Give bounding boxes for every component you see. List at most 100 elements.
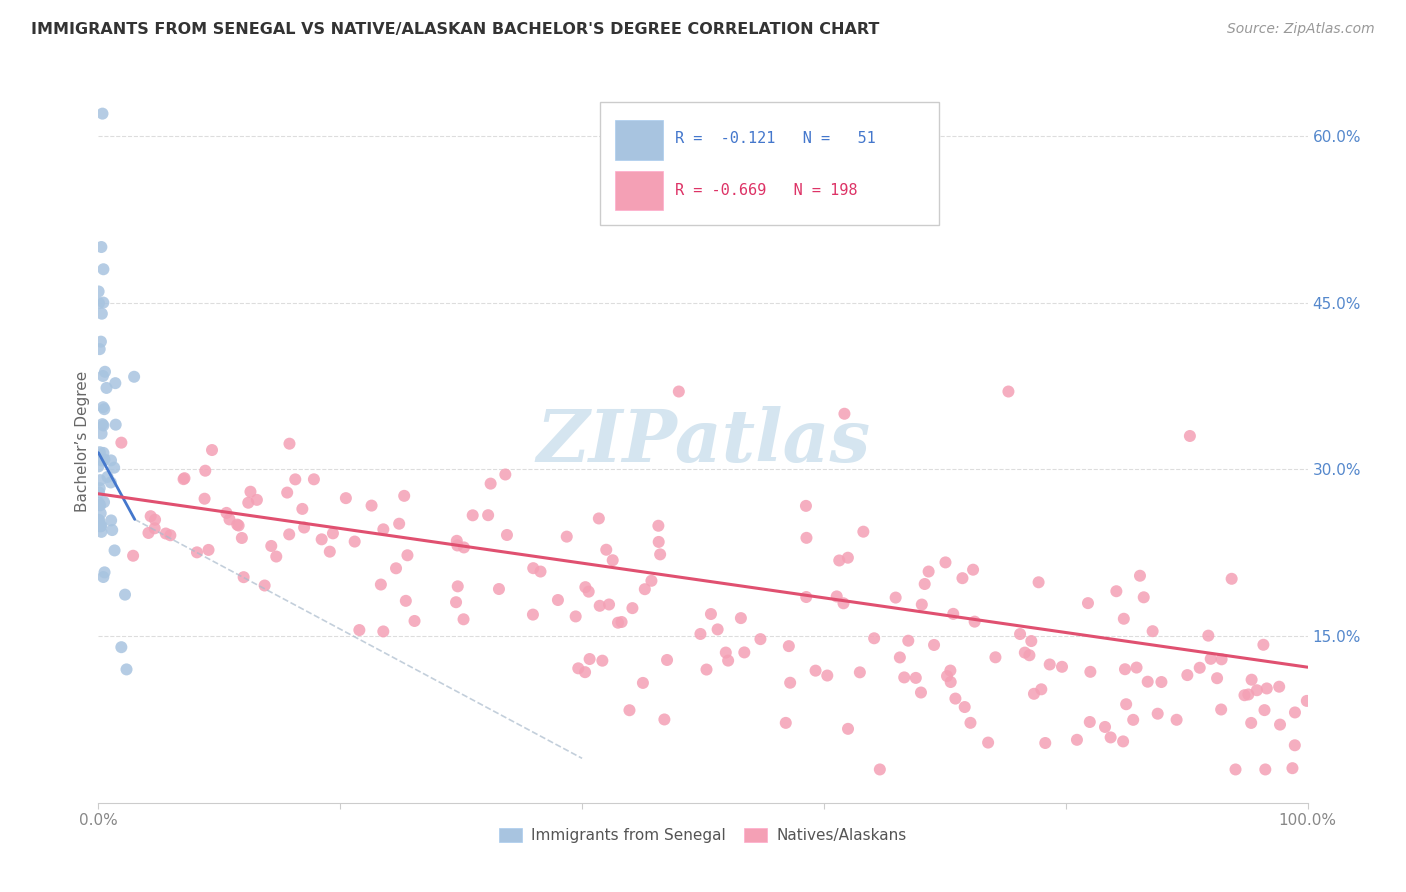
Legend: Immigrants from Senegal, Natives/Alaskans: Immigrants from Senegal, Natives/Alaskan… xyxy=(494,822,912,849)
Point xyxy=(654,713,676,727)
Point xyxy=(1077,596,1099,610)
Y-axis label: Bachelor’s Degree: Bachelor’s Degree xyxy=(75,371,90,512)
Point xyxy=(396,549,419,563)
Point xyxy=(610,615,633,629)
Point xyxy=(197,542,219,557)
Point xyxy=(122,549,145,563)
Point xyxy=(1197,629,1219,643)
Point xyxy=(834,407,856,421)
Point xyxy=(1146,706,1168,721)
Point xyxy=(93,495,115,509)
Point xyxy=(90,240,112,254)
Point xyxy=(87,285,110,299)
Point xyxy=(477,508,499,523)
Point xyxy=(1253,638,1275,652)
FancyBboxPatch shape xyxy=(614,120,664,160)
Point xyxy=(578,652,600,666)
Point xyxy=(446,533,468,548)
Point xyxy=(90,334,112,349)
Point xyxy=(159,528,181,542)
Point xyxy=(385,561,408,575)
Point xyxy=(90,519,112,533)
Point xyxy=(89,473,111,487)
Point xyxy=(1254,763,1277,777)
Point xyxy=(828,553,851,567)
Point xyxy=(884,591,907,605)
Point xyxy=(647,518,669,533)
Point xyxy=(201,443,224,458)
Point xyxy=(91,295,114,310)
Point xyxy=(93,418,115,433)
Point xyxy=(869,763,891,777)
Point xyxy=(101,523,124,537)
Point xyxy=(589,599,612,613)
Point xyxy=(1295,694,1317,708)
Point xyxy=(392,489,415,503)
Point xyxy=(276,485,298,500)
Point xyxy=(825,590,848,604)
Point xyxy=(1028,575,1050,590)
Point xyxy=(90,426,112,441)
Point xyxy=(87,459,110,474)
Point xyxy=(115,662,138,676)
Point xyxy=(110,435,132,450)
Point xyxy=(215,506,238,520)
Point xyxy=(1039,657,1062,672)
Point xyxy=(122,369,145,384)
Point xyxy=(714,646,737,660)
Point xyxy=(238,496,260,510)
Point xyxy=(588,511,610,525)
Point xyxy=(343,534,366,549)
Point xyxy=(962,563,984,577)
Point xyxy=(837,550,859,565)
Point xyxy=(96,381,118,395)
Point xyxy=(291,502,314,516)
Point xyxy=(953,700,976,714)
Point xyxy=(832,596,855,610)
Point xyxy=(461,508,484,523)
Point xyxy=(619,703,641,717)
Point xyxy=(91,417,114,432)
Point xyxy=(453,541,475,555)
Point xyxy=(89,514,111,528)
Point xyxy=(155,526,177,541)
Point xyxy=(1112,612,1135,626)
Point xyxy=(1031,682,1053,697)
Text: Source: ZipAtlas.com: Source: ZipAtlas.com xyxy=(1227,22,1375,37)
Point xyxy=(595,542,617,557)
Point xyxy=(143,513,166,527)
Point xyxy=(591,654,613,668)
Point xyxy=(1014,646,1036,660)
Point xyxy=(103,543,125,558)
Point xyxy=(89,481,111,495)
Point xyxy=(621,601,644,615)
Point xyxy=(837,722,859,736)
Point xyxy=(91,570,114,584)
Point xyxy=(89,342,111,356)
Point xyxy=(1080,665,1102,679)
Point xyxy=(574,665,596,680)
Point xyxy=(695,663,717,677)
Point xyxy=(602,553,624,567)
Point xyxy=(93,402,115,417)
Point xyxy=(90,453,112,467)
Point xyxy=(444,595,467,609)
Point xyxy=(1142,624,1164,639)
Point xyxy=(730,611,752,625)
Point xyxy=(889,650,911,665)
Point xyxy=(959,715,981,730)
Point xyxy=(370,577,392,591)
Point xyxy=(852,524,875,539)
Point xyxy=(335,491,357,505)
Point xyxy=(952,571,974,585)
Point xyxy=(173,471,195,485)
Point xyxy=(173,472,195,486)
Point xyxy=(1132,591,1154,605)
Point xyxy=(650,548,672,562)
Point xyxy=(1078,714,1101,729)
Point xyxy=(91,106,114,120)
Point xyxy=(453,612,475,626)
Point xyxy=(231,531,253,545)
Point xyxy=(94,365,117,379)
Point xyxy=(598,598,620,612)
